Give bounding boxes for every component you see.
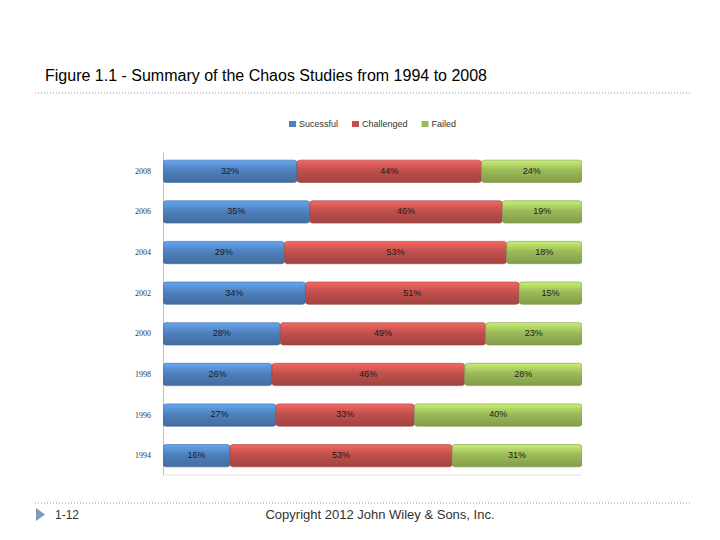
data-label: 26% [208,369,226,379]
bar [272,363,465,385]
bar [163,363,272,385]
y-axis: 2008 2006 2004 2002 2000 1998 1996 1994 [135,153,164,476]
data-label: 16% [188,450,206,460]
y-axis-line [163,153,164,476]
y-tick: 2004 [135,248,163,257]
data-label: 40% [489,409,507,419]
data-label: 53% [387,247,405,257]
data-label: 19% [533,206,551,216]
y-tick: 2002 [135,289,163,298]
data-label: 49% [374,328,392,338]
data-label: 15% [542,288,560,298]
bar [507,241,582,263]
data-label: 53% [332,450,350,460]
data-label: 35% [227,206,245,216]
data-label: 31% [508,450,526,460]
title: Figure 1.1 - Summary of the Chaos Studie… [45,67,487,84]
title-rule [35,93,690,94]
data-label: 24% [523,166,541,176]
y-tick: 2000 [135,329,163,338]
y-tick-label: 2002 [135,289,151,298]
data-label: 32% [221,166,239,176]
bar [310,201,503,223]
y-tick: 1996 [135,411,163,420]
y-tick-label: 2006 [135,207,151,216]
x-axis-line [163,475,582,476]
y-tick-label: 1996 [135,411,151,420]
data-label: 28% [514,369,532,379]
bar [285,241,507,263]
bar [465,363,582,385]
bar [163,404,276,426]
page-number: 1-12 [55,508,79,522]
bar [163,282,305,304]
legend: Sucessful Challenged Failed [289,119,456,129]
y-tick-label: 2000 [135,329,151,338]
data-label: 33% [336,409,354,419]
data-label: 44% [380,166,398,176]
data-label: 29% [215,247,233,257]
bars [163,160,582,467]
data-label: 28% [213,328,231,338]
bar [297,160,481,182]
bar [163,201,310,223]
footer-rule [35,503,690,504]
data-label: 34% [225,288,243,298]
legend-swatch [422,121,429,127]
legend-label: Failed [432,119,457,129]
footer-arrow [36,508,45,521]
legend-swatch [289,121,296,127]
bar [305,282,519,304]
bar [163,445,230,467]
legend-item: Challenged [352,119,408,129]
y-tick-label: 2004 [135,248,151,257]
bar [414,404,582,426]
data-label: 46% [359,369,377,379]
legend-item: Failed [422,119,457,129]
y-tick: 2006 [135,207,163,216]
data-label: 27% [211,409,229,419]
legend-label: Challenged [362,119,408,129]
y-tick: 1998 [135,370,163,379]
data-label: 51% [403,288,421,298]
y-tick-label: 2008 [135,167,151,176]
legend-swatch [352,121,359,127]
legend-label: Sucessful [299,119,338,129]
bar [163,323,280,345]
y-tick-label: 1994 [135,451,151,460]
data-label: 23% [525,328,543,338]
bar [502,201,582,223]
data-label: 46% [397,206,415,216]
y-tick: 1994 [135,451,163,460]
bar [481,160,582,182]
y-tick: 2008 [135,167,163,176]
bar [163,160,297,182]
bar [230,445,452,467]
bar [280,323,485,345]
bar [163,241,285,263]
data-label: 18% [535,247,553,257]
y-tick-label: 1998 [135,370,151,379]
bar [519,282,582,304]
legend-item: Sucessful [289,119,338,129]
slide: Figure 1.1 - Summary of the Chaos Studie… [0,0,720,540]
copyright: Copyright 2012 John Wiley & Sons, Inc. [265,507,494,522]
bar [276,404,414,426]
bar [452,445,582,467]
bar [486,323,582,345]
data-labels: 32% 35% 29% 34% 28% 26% 27% 16% 44% 46% 53% 51% 49% 4… [188,166,560,460]
